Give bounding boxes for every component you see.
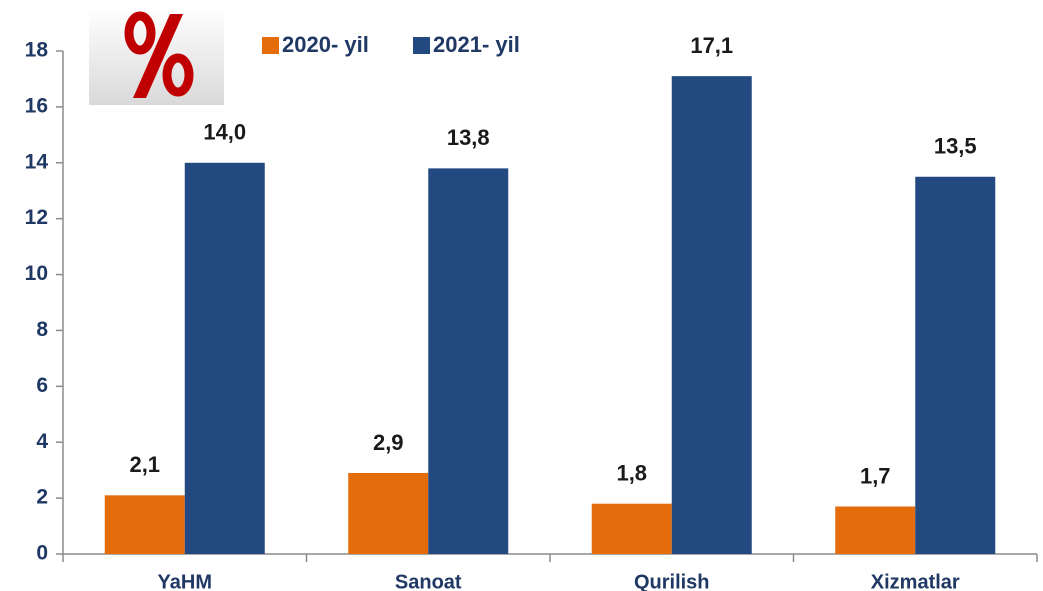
y-tick-label: 6 (36, 374, 48, 397)
y-tick-label: 12 (25, 206, 48, 229)
bar (105, 495, 185, 554)
legend-label: 2021- yil (433, 32, 520, 57)
bar (428, 168, 508, 554)
y-tick-label: 0 (36, 542, 48, 565)
bar (835, 506, 915, 554)
value-label: 2,9 (373, 430, 404, 455)
x-tick-label: Xizmatlar (871, 571, 960, 591)
value-label: 13,5 (934, 134, 977, 159)
y-tick-label: 8 (36, 318, 48, 341)
value-label: 1,8 (616, 461, 647, 486)
x-tick-label: YaHM (158, 571, 212, 591)
value-label: 17,1 (690, 33, 733, 58)
y-tick-label: 14 (25, 150, 49, 173)
legend-label: 2020- yil (282, 32, 369, 57)
legend-swatch (262, 37, 279, 54)
value-label: 2,1 (129, 452, 160, 477)
bar (592, 504, 672, 554)
bar (185, 163, 265, 554)
value-label: 13,8 (447, 125, 490, 150)
chart: 0 2 4 6 8 10 12 14 16 18 YaHM 2,1 14,0 Sanoat 2,9 13,8 Q… (0, 0, 1043, 591)
y-tick-label: 10 (25, 262, 48, 285)
y-tick-label: 2 (36, 486, 48, 509)
bar (672, 76, 752, 554)
y-tick-label: 18 (25, 39, 49, 62)
x-tick-label: Sanoat (395, 571, 462, 591)
bar (915, 177, 995, 554)
legend-swatch (413, 37, 430, 54)
y-tick-label: 16 (25, 94, 48, 117)
value-label: 1,7 (860, 463, 891, 488)
percent-icon (89, 8, 224, 105)
bar (348, 473, 428, 554)
value-label: 14,0 (203, 120, 246, 145)
x-tick-label: Qurilish (634, 571, 710, 591)
y-tick-label: 4 (36, 430, 48, 453)
